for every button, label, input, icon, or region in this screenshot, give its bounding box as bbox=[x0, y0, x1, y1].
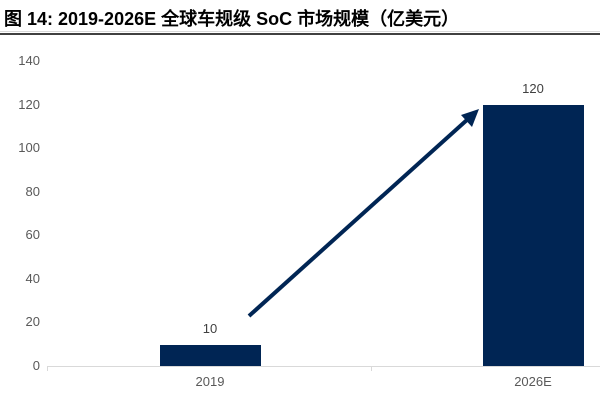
x-axis-tick bbox=[371, 366, 372, 371]
y-tick-label: 60 bbox=[25, 227, 40, 242]
y-tick-label: 80 bbox=[25, 184, 40, 199]
bar-2019 bbox=[160, 345, 261, 366]
bar-2026e bbox=[483, 105, 584, 366]
x-category-label-2019: 2019 bbox=[195, 374, 225, 389]
x-category-label-2026e: 2026E bbox=[514, 374, 552, 389]
title-divider bbox=[0, 33, 600, 35]
y-tick-label: 40 bbox=[25, 271, 40, 286]
x-axis-tick bbox=[47, 366, 48, 371]
bar-value-label-2019: 10 bbox=[202, 321, 218, 336]
chart-title: 图 14: 2019-2026E 全球车规级 SoC 市场规模（亿美元） bbox=[4, 9, 460, 29]
y-tick-label: 0 bbox=[32, 358, 40, 373]
bar-value-label-2026e: 120 bbox=[522, 81, 544, 96]
x-axis-line bbox=[47, 366, 600, 367]
y-tick-label: 100 bbox=[18, 140, 40, 155]
y-tick-label: 140 bbox=[18, 53, 40, 68]
y-tick-label: 20 bbox=[25, 314, 40, 329]
title-divider-light bbox=[0, 31, 600, 32]
y-tick-label: 120 bbox=[18, 97, 40, 112]
